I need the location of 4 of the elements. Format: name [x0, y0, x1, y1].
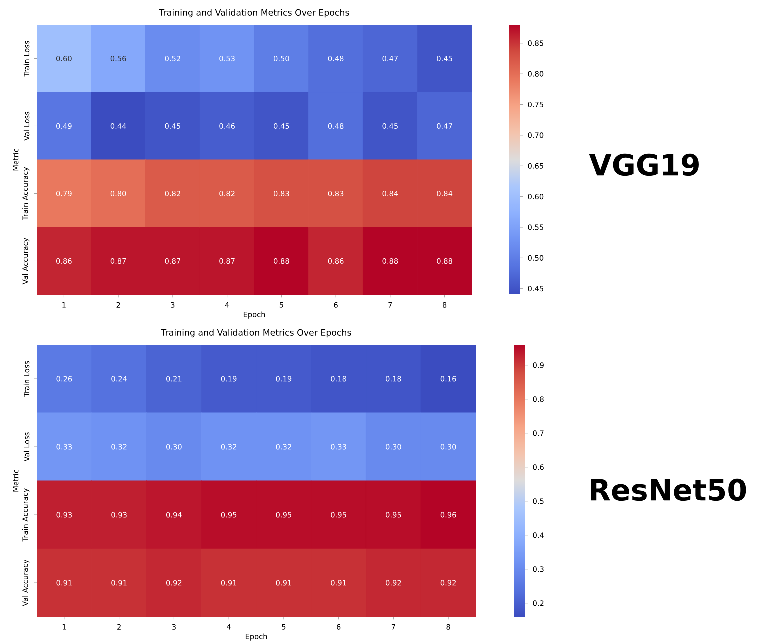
chart-title: Training and Validation Metrics Over Epochs [161, 329, 352, 338]
chart-title: Training and Validation Metrics Over Epochs [159, 9, 350, 18]
text: ResNet50 [591, 478, 746, 502]
text: VGG19 [589, 154, 699, 176]
